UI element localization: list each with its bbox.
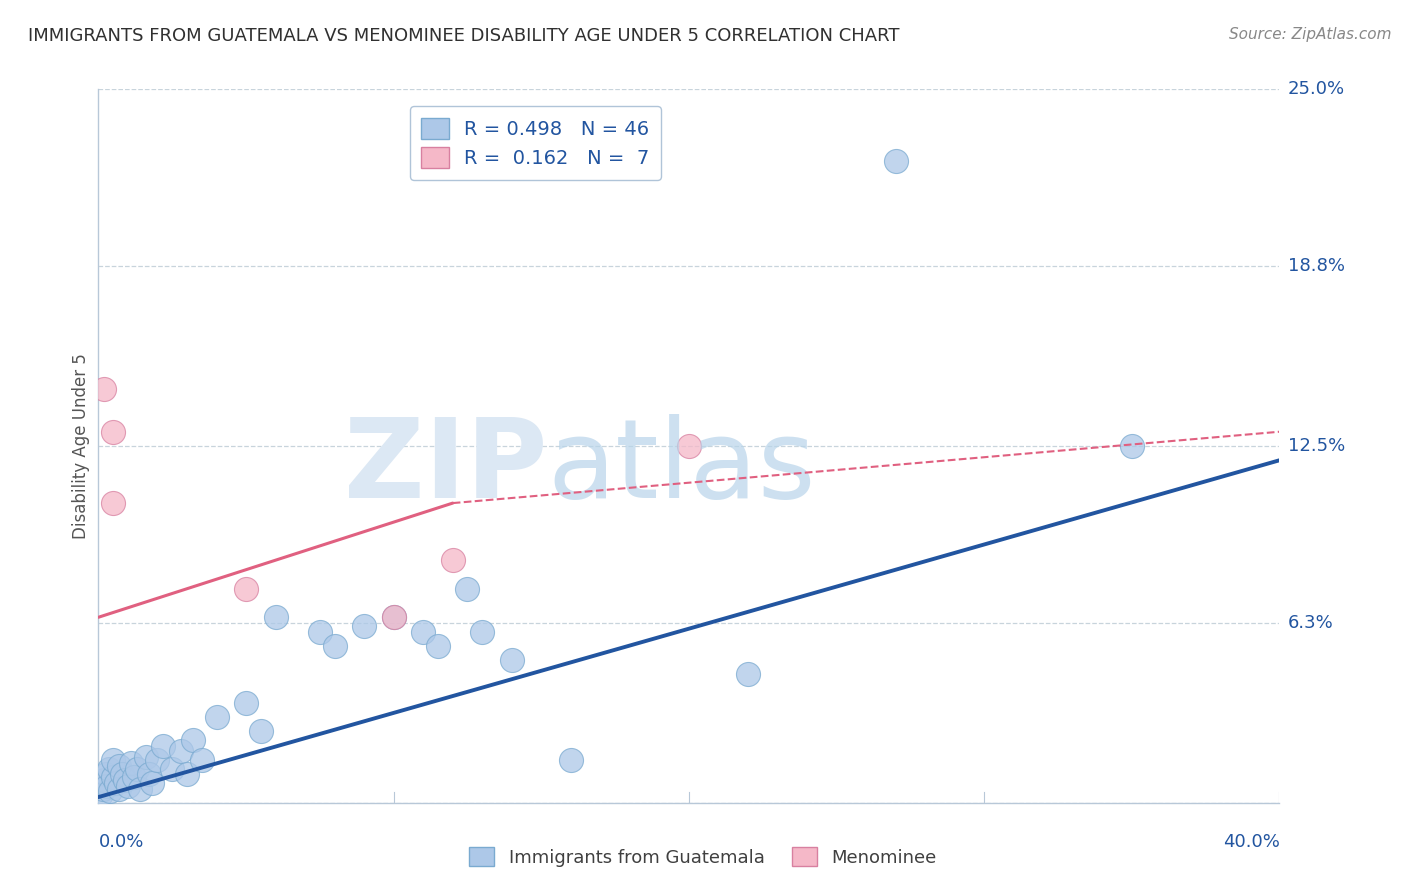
Point xyxy=(111,767,134,781)
Point xyxy=(181,733,204,747)
Point xyxy=(125,762,148,776)
Y-axis label: Disability Age Under 5: Disability Age Under 5 xyxy=(72,353,90,539)
Point xyxy=(471,624,494,639)
Text: atlas: atlas xyxy=(547,414,815,521)
Point xyxy=(250,724,273,739)
Point xyxy=(114,772,136,787)
Point xyxy=(353,619,375,633)
Point xyxy=(191,753,214,767)
Point xyxy=(456,582,478,596)
Point xyxy=(560,753,582,767)
Point xyxy=(135,750,157,764)
Text: 6.3%: 6.3% xyxy=(1288,614,1333,632)
Point xyxy=(91,781,114,796)
Legend: R = 0.498   N = 46, R =  0.162   N =  7: R = 0.498 N = 46, R = 0.162 N = 7 xyxy=(409,106,661,179)
Point xyxy=(93,382,115,396)
Point xyxy=(382,610,405,624)
Point xyxy=(122,770,145,784)
Point xyxy=(152,739,174,753)
Point xyxy=(170,744,193,758)
Text: 12.5%: 12.5% xyxy=(1288,437,1346,455)
Point xyxy=(678,439,700,453)
Point xyxy=(108,758,131,772)
Point xyxy=(264,610,287,624)
Point xyxy=(412,624,434,639)
Text: 25.0%: 25.0% xyxy=(1288,80,1346,98)
Point xyxy=(120,756,142,770)
Point xyxy=(138,767,160,781)
Point xyxy=(103,496,125,510)
Point xyxy=(98,784,121,798)
Text: IMMIGRANTS FROM GUATEMALA VS MENOMINEE DISABILITY AGE UNDER 5 CORRELATION CHART: IMMIGRANTS FROM GUATEMALA VS MENOMINEE D… xyxy=(28,27,900,45)
Point xyxy=(105,776,128,790)
Point xyxy=(90,787,112,801)
Text: ZIP: ZIP xyxy=(344,414,547,521)
Point xyxy=(737,667,759,681)
Point xyxy=(94,767,117,781)
Point xyxy=(205,710,228,724)
Point xyxy=(141,776,163,790)
Point xyxy=(884,153,907,168)
Point xyxy=(427,639,450,653)
Text: Source: ZipAtlas.com: Source: ZipAtlas.com xyxy=(1229,27,1392,42)
Point xyxy=(103,425,125,439)
Text: 18.8%: 18.8% xyxy=(1288,257,1344,275)
Point xyxy=(146,753,169,767)
Point xyxy=(97,762,120,776)
Text: 40.0%: 40.0% xyxy=(1223,833,1279,851)
Point xyxy=(108,781,131,796)
Point xyxy=(1121,439,1143,453)
Point xyxy=(103,770,125,784)
Point xyxy=(176,767,198,781)
Point xyxy=(162,762,183,776)
Point xyxy=(235,582,257,596)
Point xyxy=(117,779,139,793)
Point xyxy=(309,624,332,639)
Legend: Immigrants from Guatemala, Menominee: Immigrants from Guatemala, Menominee xyxy=(463,840,943,874)
Point xyxy=(93,772,115,787)
Point xyxy=(382,610,405,624)
Point xyxy=(128,781,150,796)
Point xyxy=(235,696,257,710)
Point xyxy=(96,779,118,793)
Point xyxy=(323,639,346,653)
Point xyxy=(441,553,464,567)
Point xyxy=(103,753,125,767)
Point xyxy=(501,653,523,667)
Text: 0.0%: 0.0% xyxy=(98,833,143,851)
